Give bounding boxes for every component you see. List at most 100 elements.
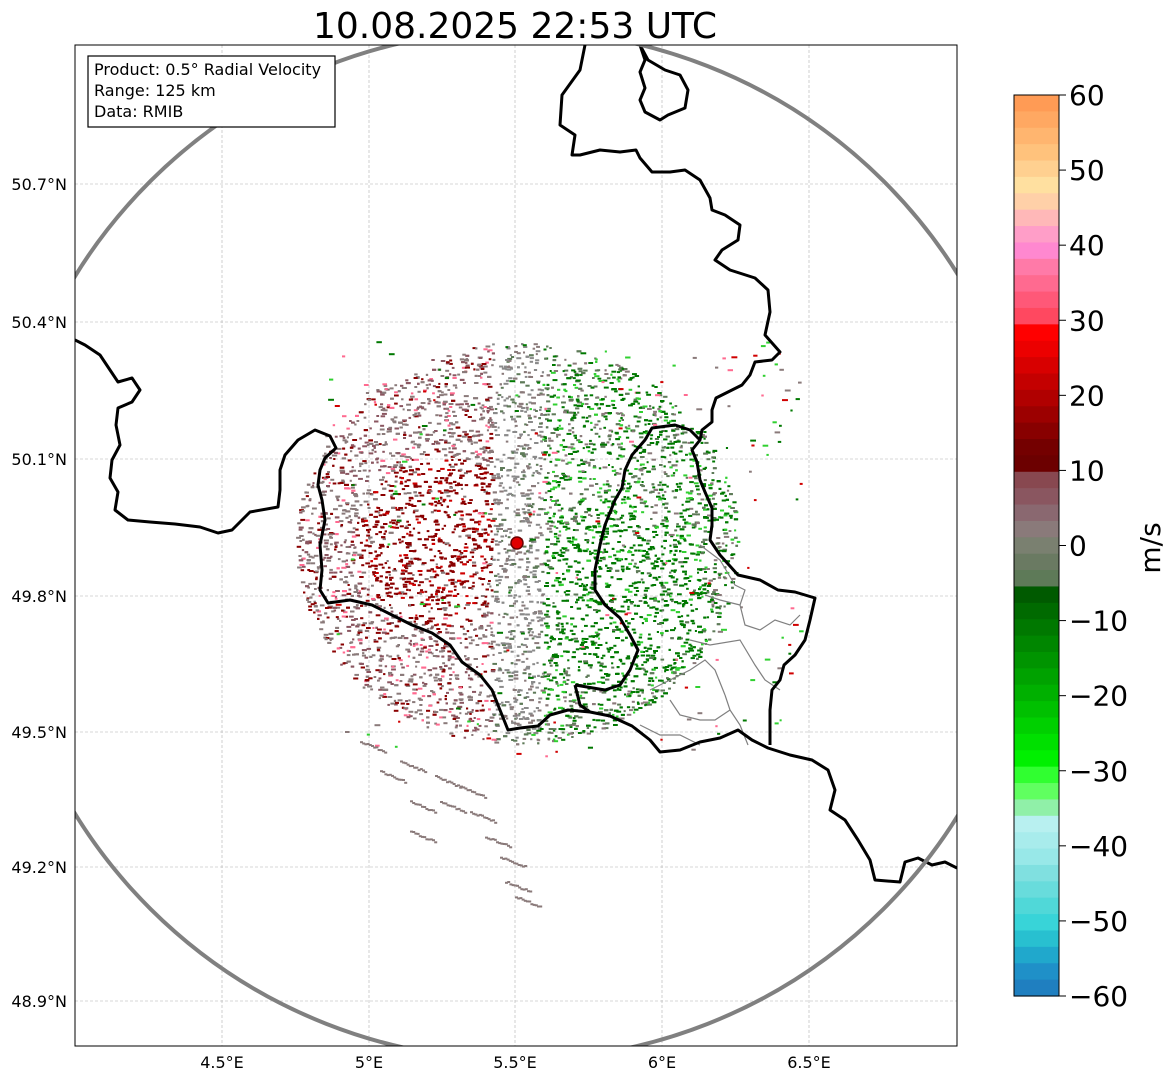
velocity-bin — [388, 489, 394, 492]
velocity-bin — [561, 628, 566, 631]
velocity-bin — [563, 670, 567, 673]
velocity-bin — [566, 432, 572, 435]
velocity-bin — [543, 671, 547, 674]
velocity-bin — [525, 406, 529, 409]
velocity-bin — [636, 640, 640, 643]
velocity-bin — [406, 577, 412, 580]
velocity-bin — [682, 561, 688, 564]
velocity-bin — [603, 415, 608, 418]
velocity-bin — [616, 710, 622, 713]
velocity-bin — [564, 521, 569, 524]
velocity-bin — [707, 519, 713, 522]
velocity-bin — [569, 478, 572, 481]
velocity-bin — [479, 625, 484, 628]
velocity-bin — [713, 602, 718, 604]
velocity-bin — [552, 729, 556, 732]
velocity-bin — [671, 490, 675, 493]
velocity-bin — [409, 639, 412, 642]
velocity-bin — [393, 421, 397, 424]
velocity-bin — [604, 395, 607, 398]
velocity-bin — [623, 710, 626, 713]
velocity-bin — [457, 373, 461, 376]
velocity-bin — [534, 557, 539, 560]
velocity-bin — [490, 627, 493, 630]
velocity-bin — [688, 580, 692, 582]
velocity-bin — [324, 452, 327, 455]
velocity-bin — [404, 683, 410, 686]
velocity-bin — [516, 415, 522, 418]
velocity-bin — [567, 461, 572, 464]
velocity-bin — [625, 469, 630, 472]
velocity-bin — [550, 488, 555, 491]
velocity-bin — [545, 426, 549, 429]
velocity-bin — [540, 440, 544, 443]
velocity-bin — [560, 655, 564, 658]
velocity-bin — [463, 472, 468, 475]
velocity-bin — [341, 512, 346, 515]
velocity-bin — [372, 525, 378, 528]
velocity-bin — [647, 683, 651, 686]
velocity-bin — [650, 584, 654, 587]
velocity-bin — [575, 570, 580, 573]
velocity-bin — [495, 708, 500, 711]
velocity-bin — [550, 635, 554, 638]
velocity-bin — [430, 690, 434, 692]
velocity-bin — [509, 706, 515, 709]
velocity-bin — [673, 512, 679, 515]
velocity-bin — [412, 482, 418, 485]
velocity-bin — [413, 557, 417, 560]
velocity-bin — [549, 524, 554, 527]
velocity-bin — [439, 480, 443, 483]
velocity-bin — [565, 622, 569, 625]
velocity-bin — [582, 584, 586, 587]
velocity-bin — [607, 506, 611, 509]
velocity-bin — [374, 420, 379, 423]
velocity-bin — [622, 549, 625, 552]
velocity-bin — [540, 497, 543, 500]
velocity-bin — [691, 526, 696, 529]
velocity-bin — [458, 691, 463, 694]
velocity-bin — [513, 451, 519, 454]
velocity-bin — [615, 412, 619, 415]
velocity-bin — [517, 580, 522, 583]
velocity-bin — [362, 445, 368, 448]
velocity-bin — [381, 658, 384, 661]
velocity-bin — [467, 536, 471, 539]
velocity-bin — [497, 680, 503, 683]
velocity-bin — [719, 607, 722, 610]
velocity-bin — [355, 528, 359, 531]
velocity-bin — [387, 484, 391, 487]
velocity-bin — [435, 593, 438, 596]
velocity-bin — [699, 465, 702, 467]
velocity-bin — [560, 515, 564, 518]
velocity-bin — [472, 573, 477, 576]
velocity-bin — [528, 401, 532, 404]
velocity-bin — [315, 534, 320, 537]
velocity-bin — [523, 707, 529, 709]
velocity-bin — [432, 667, 438, 670]
velocity-bin — [307, 531, 313, 534]
map-panel[interactable] — [0, 30, 1035, 1060]
velocity-bin — [591, 573, 594, 575]
velocity-bin — [512, 714, 518, 717]
velocity-bin — [692, 523, 697, 526]
velocity-bin — [313, 472, 317, 475]
velocity-bin — [629, 601, 634, 603]
velocity-bin — [608, 555, 612, 558]
velocity-bin — [401, 540, 404, 543]
velocity-bin — [525, 504, 530, 507]
velocity-bin — [521, 362, 524, 365]
velocity-bin — [380, 552, 383, 555]
velocity-bin — [666, 588, 671, 591]
velocity-bin — [405, 458, 410, 461]
velocity-bin — [362, 622, 367, 625]
velocity-bin — [660, 455, 665, 458]
velocity-bin — [525, 613, 530, 616]
velocity-bin — [546, 400, 551, 403]
velocity-bin — [497, 552, 501, 555]
velocity-bin — [573, 370, 577, 373]
velocity-bin — [564, 358, 567, 361]
velocity-bin — [322, 454, 327, 457]
velocity-bin — [464, 484, 469, 487]
velocity-bin — [413, 409, 418, 412]
